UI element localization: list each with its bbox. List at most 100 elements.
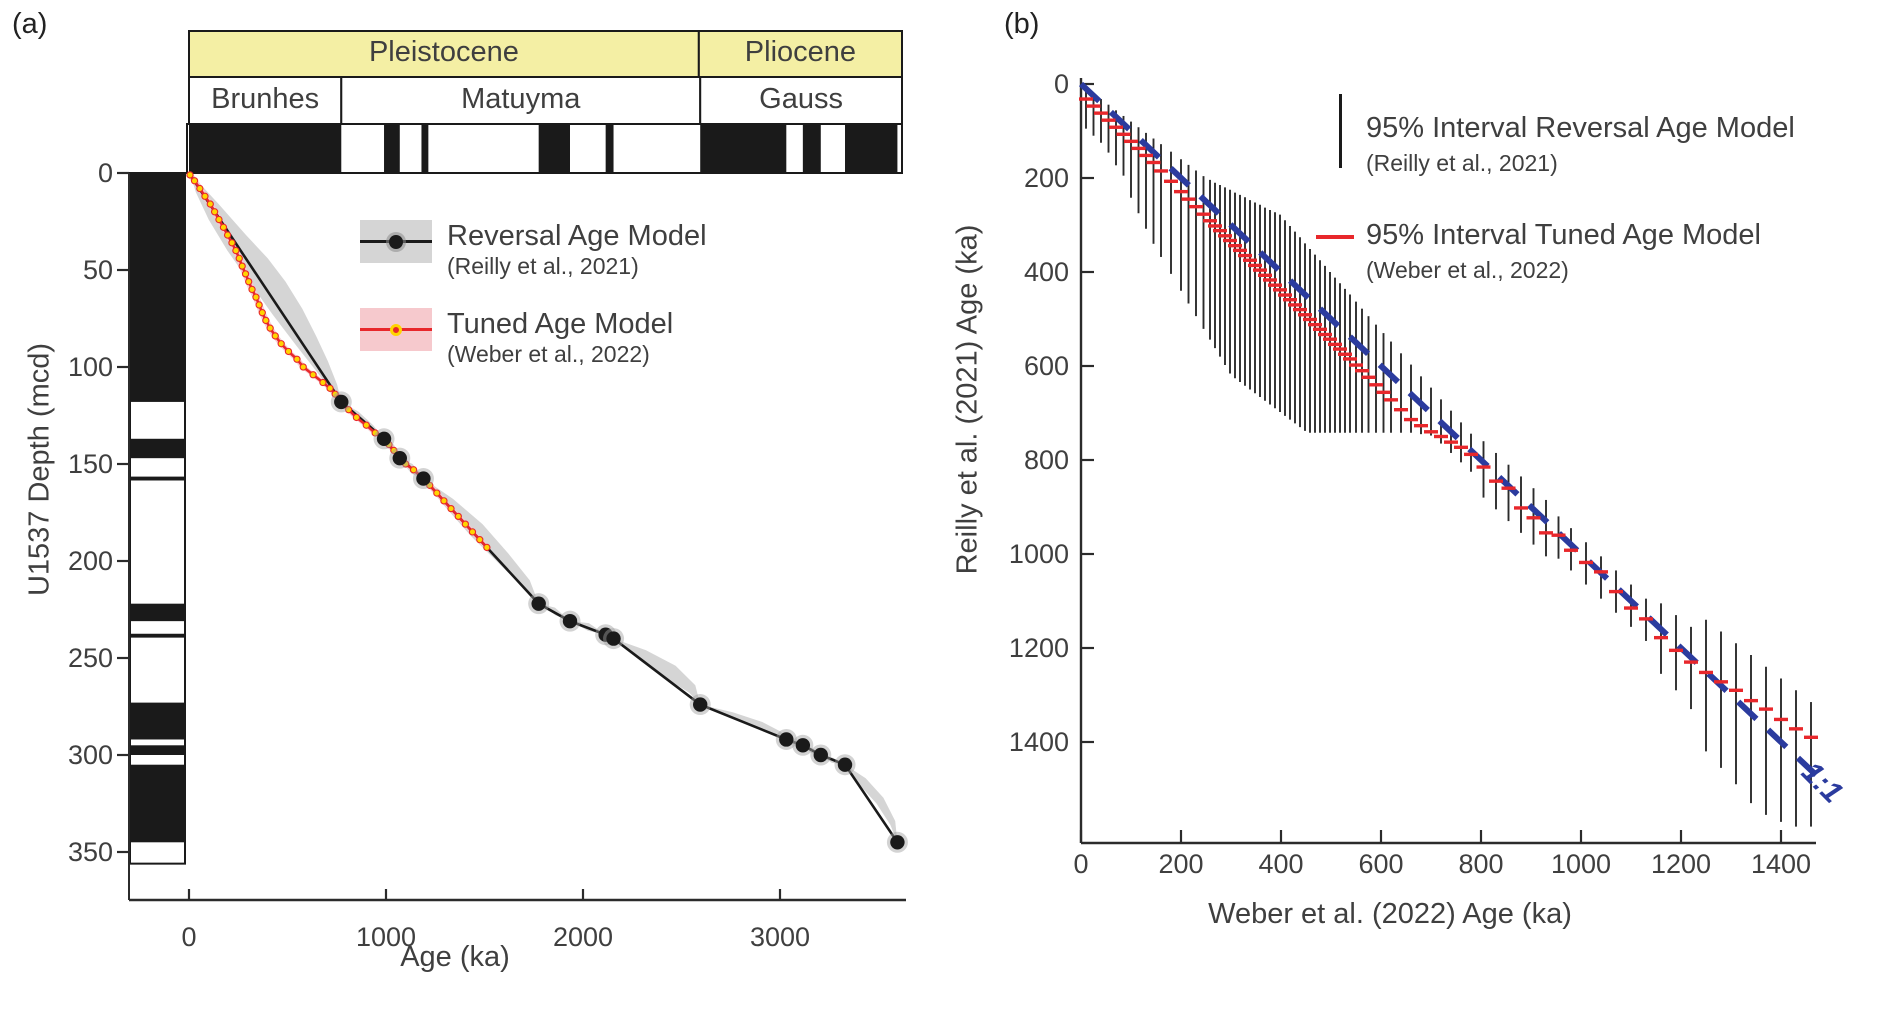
tuned-point	[201, 192, 209, 200]
panel-b-x-tick-label: 600	[1358, 849, 1404, 879]
tuned-point	[206, 200, 214, 208]
legend-b-reversal-label: 95% Interval Reversal Age Model	[1366, 112, 1795, 144]
legend-tuned-sublabel: (Weber et al., 2022)	[447, 341, 650, 368]
reversal-dot-icon	[389, 234, 403, 249]
tuned-point	[326, 384, 334, 392]
reversal-point	[813, 747, 828, 763]
gpts-normal-segment	[605, 125, 614, 172]
interval-reversal-glyph	[1339, 94, 1342, 168]
panel-b-y-tick-label: 1200	[1008, 633, 1069, 663]
tuned-point	[476, 536, 484, 544]
epoch-name-pleistocene: Pleistocene	[368, 36, 519, 68]
reversal-point	[416, 471, 431, 486]
tuned-point	[262, 316, 270, 325]
chron-name-brunhes: Brunhes	[211, 83, 320, 115]
panel-b-x-tick-label: 200	[1158, 849, 1204, 879]
tuned-point	[190, 177, 199, 185]
panel-a-y-tick-label: 150	[67, 449, 113, 479]
tuned-point	[468, 528, 477, 536]
panel-a-y-tick-label: 0	[97, 158, 113, 188]
panel-b-y-tick-label: 1400	[1008, 727, 1069, 757]
tuned-point	[255, 301, 263, 309]
panel-a-x-tick-label: 2000	[552, 922, 614, 952]
tuned-point	[248, 285, 256, 294]
tuned-point	[409, 466, 418, 474]
tuned-point	[433, 489, 441, 497]
panel-a-label: (a)	[12, 8, 48, 40]
interval-tuned-glyph	[1316, 235, 1354, 239]
panel-b-y-axis-title: Reilly et al. (2021) Age (ka)	[951, 224, 984, 575]
panel-b-x-tick-label: 1000	[1550, 849, 1612, 879]
tuned-point	[277, 340, 285, 348]
tuned-point	[228, 239, 236, 247]
gpts-normal-segment	[384, 125, 400, 172]
panel-b-x-tick-label: 0	[1073, 849, 1089, 879]
legend-b-tuned-label: 95% Interval Tuned Age Model	[1366, 219, 1761, 251]
panel-b-x-tick-label: 1400	[1750, 849, 1812, 879]
panel-b-x-tick-label: 400	[1258, 849, 1304, 879]
core-normal-segment	[131, 745, 184, 755]
legend-tuned-label: Tuned Age Model	[447, 308, 674, 340]
reversal-point	[531, 596, 546, 611]
gpts-normal-segment	[421, 125, 429, 172]
tuned-point	[252, 293, 260, 301]
core-normal-segment	[131, 702, 184, 740]
core-normal-segment	[131, 603, 184, 622]
panel-b-y-tick-label: 600	[1023, 351, 1069, 381]
tuned-point	[196, 184, 204, 193]
legend-b-tuned-sublabel: (Weber et al., 2022)	[1366, 257, 1569, 283]
tuned-point	[447, 504, 455, 513]
panel-b-y-tick-label: 200	[1023, 163, 1069, 193]
panel-b-x-tick-label: 800	[1458, 849, 1504, 879]
chron-name-gauss: Gauss	[759, 83, 843, 115]
core-normal-segment	[131, 476, 184, 481]
gpts-normal-segment	[189, 125, 342, 172]
tuned-point	[271, 332, 279, 340]
tuned-point	[352, 413, 361, 422]
reversal-point	[606, 631, 621, 646]
gpts-normal-segment	[700, 125, 787, 172]
tuned-point	[390, 446, 398, 455]
tuned-point	[319, 378, 327, 387]
panel-a-y-tick-label: 200	[67, 546, 113, 576]
panel-b-y-tick-label: 400	[1023, 257, 1069, 287]
tuned-point	[186, 171, 194, 179]
panel-b-x-tick-label: 1200	[1650, 849, 1712, 879]
tuned-point	[483, 543, 491, 552]
tuned-point	[362, 421, 370, 429]
reversal-point	[779, 732, 794, 747]
gpts-normal-segment	[845, 125, 898, 172]
epoch-cell	[188, 30, 700, 78]
panel-a-y-tick-label: 300	[67, 740, 113, 770]
epoch-cell	[697, 30, 903, 78]
legend-reversal-sublabel: (Reilly et al., 2021)	[447, 253, 639, 280]
reversal-model-swatch	[360, 220, 432, 263]
panel-a-y-tick-label: 100	[67, 352, 113, 382]
tuned-point	[293, 355, 301, 363]
panel-b-y-tick-label: 1000	[1008, 539, 1069, 569]
panel-a-x-tick-label: 3000	[749, 922, 811, 952]
legend-reversal-label: Reversal Age Model	[447, 220, 707, 252]
reversal-point	[334, 394, 349, 410]
panel-a-x-tick-label: 0	[181, 922, 197, 952]
gpts-normal-segment	[538, 125, 570, 172]
tuned-point	[210, 208, 219, 216]
reversal-point	[693, 697, 708, 712]
core-normal-segment	[131, 173, 184, 402]
tuned-point	[235, 254, 243, 263]
tuned-point	[440, 497, 448, 505]
core-normal-segment	[131, 764, 184, 843]
panel-a-x-tick-label: 1000	[355, 922, 417, 952]
one-to-one-line	[1078, 81, 1819, 778]
tuned-point	[344, 406, 353, 414]
legend-b-reversal-sublabel: (Reilly et al., 2021)	[1366, 150, 1558, 176]
tuned-point	[232, 246, 240, 255]
panel-b-y-tick-label: 0	[1053, 69, 1069, 99]
reversal-point	[837, 757, 853, 772]
epoch-name-pliocene: Pliocene	[744, 36, 857, 68]
tuned-point	[238, 262, 246, 270]
reversal-point	[392, 450, 407, 466]
tuned-point	[245, 277, 253, 286]
